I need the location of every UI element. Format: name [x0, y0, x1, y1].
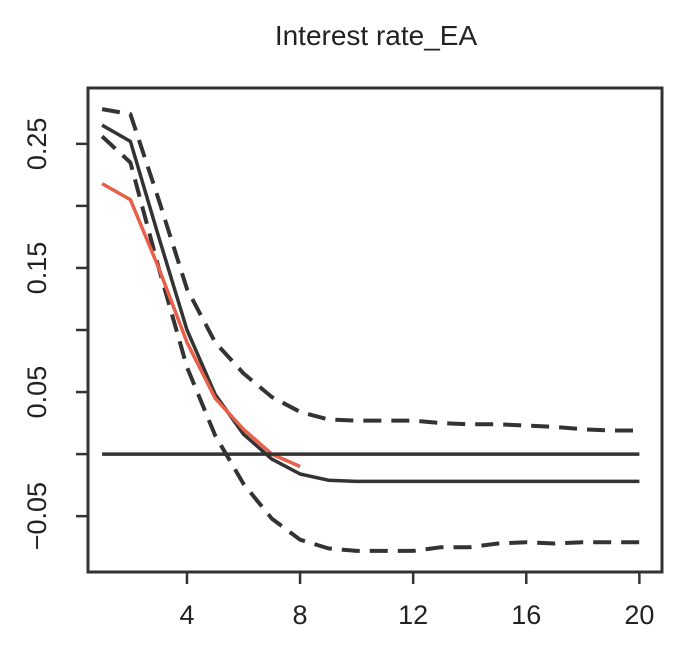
x-tick-label: 4: [179, 600, 194, 630]
x-tick-label: 8: [293, 600, 308, 630]
y-tick-label: −0.05: [22, 482, 52, 550]
y-tick-label: 0.25: [22, 118, 52, 171]
x-tick-label: 16: [511, 600, 541, 630]
plot-frame: [86, 86, 664, 574]
series-line-0: [101, 123, 640, 484]
y-tick-label: 0.15: [22, 242, 52, 295]
plot-area: 4 8 12 16 20 −0.05 0.05 0.15 0.25: [22, 86, 664, 630]
confidence-band-line-2: [100, 134, 640, 553]
x-tick-label: 20: [624, 600, 654, 630]
y-tick-label: 0.05: [22, 366, 52, 419]
x-tick-label: 12: [398, 600, 428, 630]
alternative-series-line: [101, 182, 301, 469]
chart-title: Interest rate_EA: [275, 20, 478, 51]
confidence-band-line-1: [101, 107, 640, 433]
